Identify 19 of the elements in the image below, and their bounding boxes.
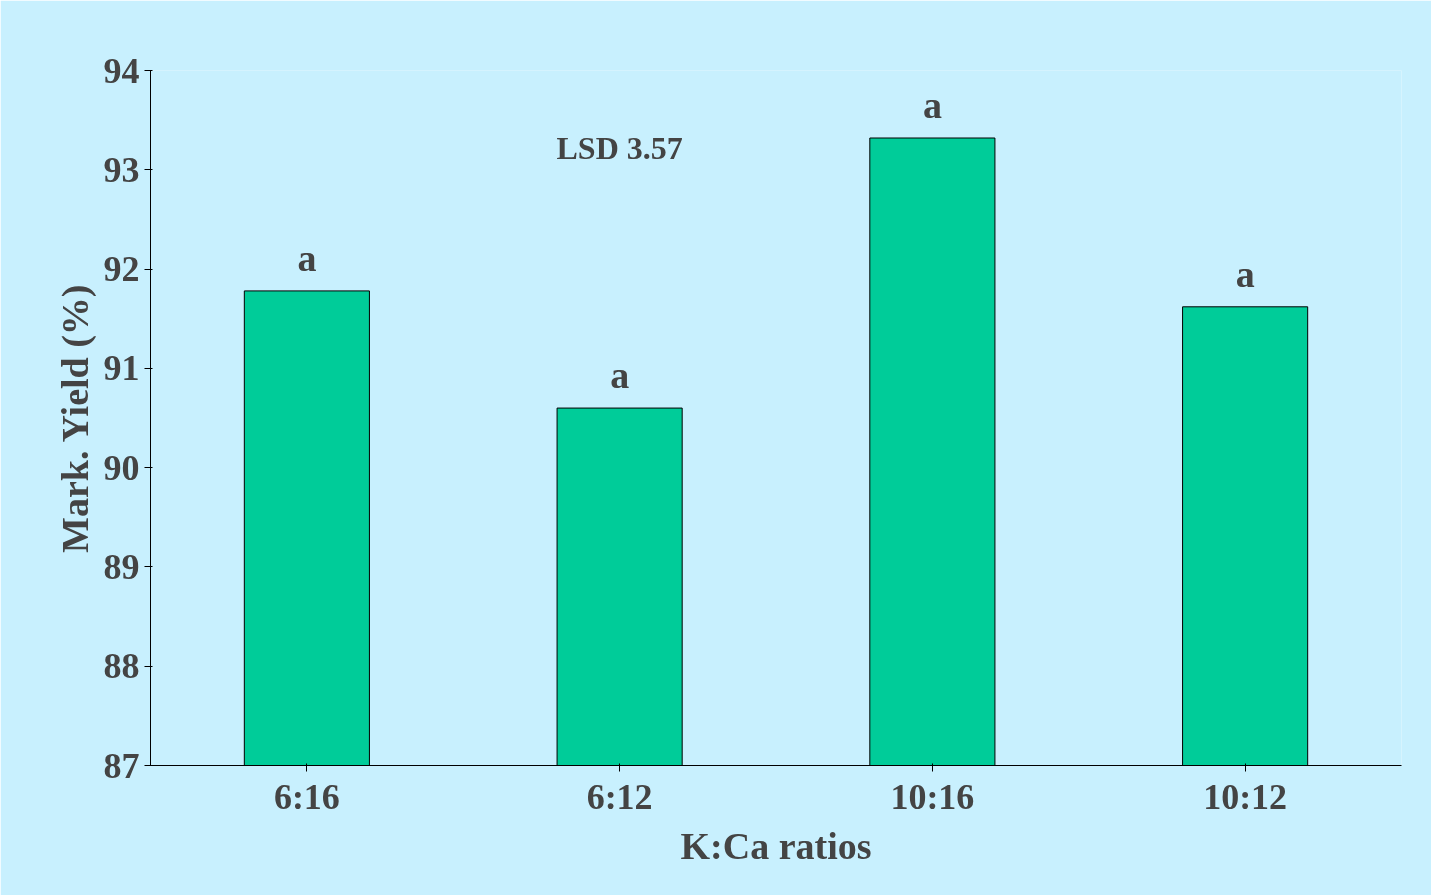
y-tick-label: 91 [103,348,140,389]
y-tick-label: 93 [103,149,140,190]
annotation: a [297,236,317,279]
x-tick-label: 10:12 [1203,776,1288,817]
x-tick-label: 6:12 [586,776,653,817]
y-tick-label: 92 [103,249,140,290]
annotation: a [922,84,942,127]
y-tick-label: 94 [103,50,140,91]
annotation: LSD 3.57 [556,129,683,166]
y-tick-label: 87 [103,745,140,786]
y-axis-title: Mark. Yield (%) [53,284,97,553]
annotation: a [1235,252,1255,295]
y-tick-label: 88 [103,646,140,687]
x-tick-label: 10:16 [890,776,975,817]
y-tick-label: 89 [103,546,140,587]
x-tick-label: 6:16 [273,776,340,817]
x-axis-title: K:Ca ratios [680,824,872,867]
y-tick-label: 90 [103,447,140,488]
annotation: a [610,354,630,397]
